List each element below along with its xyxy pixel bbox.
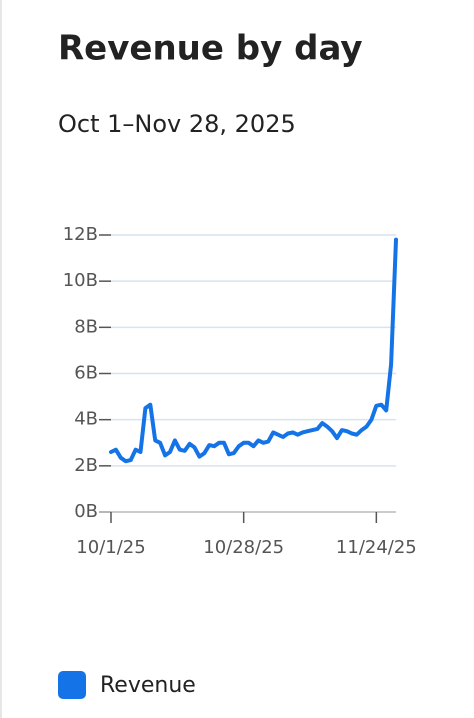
y-tick-label: 0B: [74, 501, 98, 522]
chart-title: Revenue by day: [58, 29, 363, 69]
y-tick-label: 6B: [74, 363, 98, 384]
legend-label: Revenue: [100, 673, 196, 698]
x-tick-label: 10/1/25: [76, 537, 145, 558]
revenue-line: [109, 237, 398, 464]
x-tick-label: 10/28/25: [203, 537, 284, 558]
y-tick-label: 12B: [63, 224, 98, 245]
y-tick-label: 8B: [74, 316, 98, 337]
legend-swatch: [58, 671, 86, 699]
x-tick-label: 11/24/25: [336, 537, 417, 558]
chart-subtitle: Oct 1–Nov 28, 2025: [58, 110, 296, 138]
y-tick-label: 4B: [74, 409, 98, 430]
y-tick-label: 2B: [74, 455, 98, 476]
y-tick-label: 10B: [63, 270, 98, 291]
